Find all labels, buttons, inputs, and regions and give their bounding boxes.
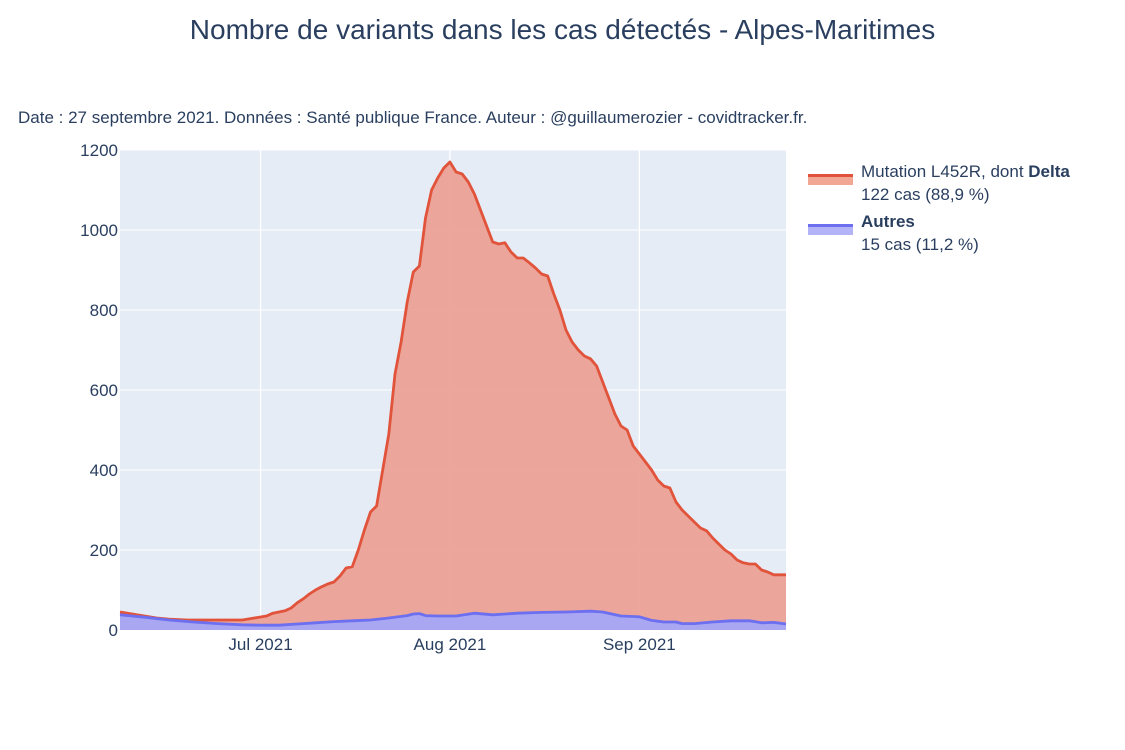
legend-item-autres[interactable]: Autres 15 cas (11,2 %)	[808, 210, 1070, 256]
legend-swatch-autres	[808, 224, 853, 235]
x-tick-label: Sep 2021	[603, 635, 676, 654]
legend-label-autres: Autres	[861, 212, 915, 231]
chart-title: Nombre de variants dans les cas détectés…	[189, 14, 936, 45]
y-tick-label: 400	[90, 461, 118, 480]
y-tick-label: 1200	[80, 141, 118, 160]
legend-detail-autres: 15 cas (11,2 %)	[861, 235, 979, 254]
y-tick-label: 0	[109, 621, 118, 640]
legend-swatch-delta	[808, 174, 853, 185]
legend-item-delta[interactable]: Mutation L452R, dont Delta 122 cas (88,9…	[808, 160, 1070, 206]
chart-subtitle: Date : 27 septembre 2021. Données : Sant…	[18, 108, 808, 127]
legend-label-delta: Mutation L452R, dont Delta	[861, 162, 1070, 181]
legend: Mutation L452R, dont Delta 122 cas (88,9…	[808, 160, 1070, 260]
y-tick-label: 600	[90, 381, 118, 400]
y-tick-label: 200	[90, 541, 118, 560]
x-tick-label: Jul 2021	[228, 635, 292, 654]
series-line-delta	[119, 160, 786, 622]
y-tick-label: 1000	[80, 221, 118, 240]
area-fill-delta	[120, 162, 786, 630]
y-tick-label: 800	[90, 301, 118, 320]
legend-detail-delta: 122 cas (88,9 %)	[861, 185, 990, 204]
x-axis: Jul 2021 Aug 2021 Sep 2021	[228, 635, 675, 654]
series-areas	[119, 160, 787, 630]
y-axis: 0 200 400 600 800 1000 1200	[80, 141, 118, 640]
series-line-autres	[119, 609, 787, 627]
x-tick-label: Aug 2021	[414, 635, 487, 654]
